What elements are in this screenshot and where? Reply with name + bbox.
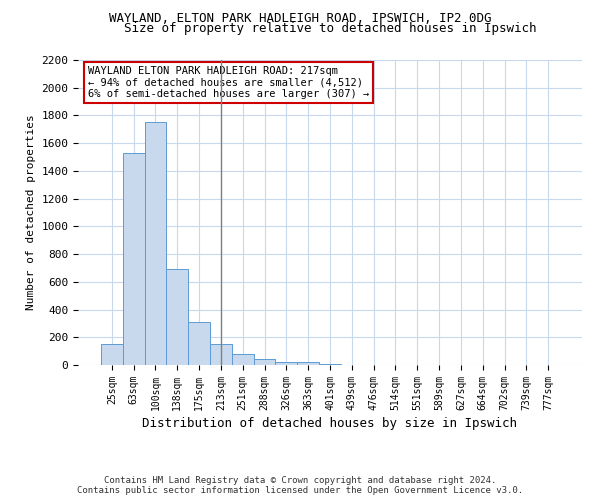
X-axis label: Distribution of detached houses by size in Ipswich: Distribution of detached houses by size … [143,417,517,430]
Bar [145,122,166,365]
Text: WAYLAND, ELTON PARK HADLEIGH ROAD, IPSWICH, IP2 0DG: WAYLAND, ELTON PARK HADLEIGH ROAD, IPSWI… [109,12,491,26]
Bar [319,364,341,365]
Text: Contains HM Land Registry data © Crown copyright and database right 2024.
Contai: Contains HM Land Registry data © Crown c… [77,476,523,495]
Bar [123,153,145,365]
Bar [232,354,254,365]
Bar [254,360,275,365]
Text: WAYLAND ELTON PARK HADLEIGH ROAD: 217sqm
← 94% of detached houses are smaller (4: WAYLAND ELTON PARK HADLEIGH ROAD: 217sqm… [88,66,370,100]
Bar [101,344,123,365]
Title: Size of property relative to detached houses in Ipswich: Size of property relative to detached ho… [124,22,536,35]
Bar [210,344,232,365]
Bar [297,362,319,365]
Bar [188,322,210,365]
Bar [166,270,188,365]
Bar [275,362,297,365]
Y-axis label: Number of detached properties: Number of detached properties [26,114,36,310]
